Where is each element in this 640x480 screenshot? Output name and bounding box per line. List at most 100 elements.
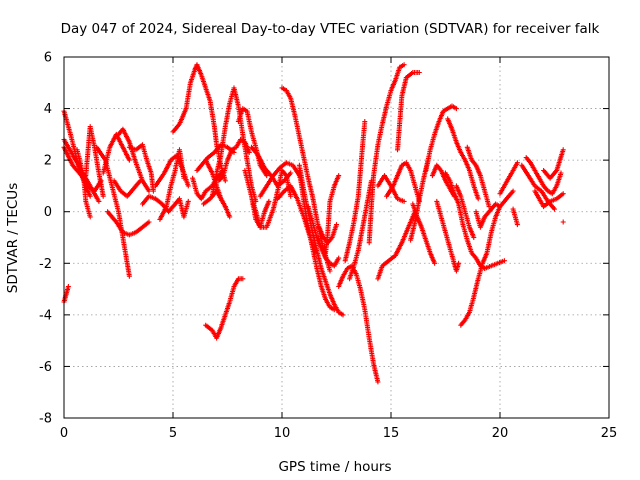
data-point-marks xyxy=(296,168,337,313)
data-point-marks xyxy=(482,258,507,271)
data-point-marks xyxy=(83,124,106,199)
data-point-marks xyxy=(560,219,566,225)
satellite-track xyxy=(434,198,462,274)
x-tick-label: 25 xyxy=(601,426,618,441)
data-point-marks xyxy=(532,188,566,210)
data-point-marks xyxy=(497,160,520,197)
data-point-marks xyxy=(203,276,246,341)
data-point-marks xyxy=(434,198,462,274)
x-tick-label: 5 xyxy=(169,426,177,441)
satellite-track xyxy=(251,168,294,230)
data-point-marks xyxy=(375,173,407,204)
satellite-track xyxy=(523,155,564,197)
y-axis-title: SDTVAR / TECUs xyxy=(5,183,21,293)
data-point-marks xyxy=(473,201,503,230)
satellite-track xyxy=(410,201,438,266)
satellite-track xyxy=(111,178,143,199)
satellite-track xyxy=(453,183,477,240)
y-tick-label: -2 xyxy=(39,257,52,272)
sdtvar-series xyxy=(61,62,566,385)
axis-ticks xyxy=(63,56,610,419)
data-point-marks xyxy=(305,204,342,269)
data-point-marks xyxy=(126,142,156,194)
y-tick-label: -4 xyxy=(39,308,52,323)
satellite-track xyxy=(61,284,71,305)
data-point-marks xyxy=(216,137,252,184)
satellite-track xyxy=(375,173,407,204)
data-point-marks xyxy=(336,263,381,385)
data-point-marks xyxy=(541,147,566,181)
satellite-track xyxy=(482,258,507,271)
data-point-marks xyxy=(209,85,259,204)
data-point-marks xyxy=(366,62,407,246)
y-tick-label: -6 xyxy=(39,360,52,375)
satellite-track xyxy=(423,103,459,173)
y-tick-label: 2 xyxy=(44,154,52,169)
x-tick-label: 0 xyxy=(60,426,68,441)
data-point-marks xyxy=(443,170,488,271)
satellite-track xyxy=(336,263,381,385)
satellite-track xyxy=(83,124,106,199)
data-point-marks xyxy=(157,147,187,222)
y-tick-label: 6 xyxy=(44,51,52,66)
satellite-track xyxy=(395,70,422,153)
grid-lines xyxy=(64,57,609,418)
satellite-track xyxy=(126,142,156,194)
satellite-track xyxy=(216,137,252,184)
data-point-marks xyxy=(510,206,520,228)
data-point-marks xyxy=(464,144,492,210)
satellite-track xyxy=(157,147,187,222)
data-point-marks xyxy=(423,103,459,173)
data-point-marks xyxy=(94,144,132,279)
satellite-track xyxy=(519,162,557,212)
y-tick-label: 4 xyxy=(44,102,52,117)
satellite-track xyxy=(305,204,342,269)
satellite-track xyxy=(74,147,93,220)
satellite-track xyxy=(116,126,152,194)
data-point-marks xyxy=(111,178,143,199)
data-point-marks xyxy=(453,183,477,240)
satellite-track xyxy=(473,201,503,230)
satellite-track xyxy=(458,188,516,328)
data-point-marks xyxy=(342,119,368,264)
data-point-marks xyxy=(74,147,93,220)
satellite-track xyxy=(445,116,481,202)
satellite-track xyxy=(541,147,566,181)
satellite-track xyxy=(532,188,566,210)
x-axis-title: GPS time / hours xyxy=(278,459,391,475)
x-tick-label: 20 xyxy=(492,426,509,441)
satellite-track xyxy=(323,173,342,256)
data-point-marks xyxy=(323,173,342,256)
satellite-track xyxy=(366,62,407,246)
data-point-marks xyxy=(347,178,374,282)
y-tick-labels: -8 -6 -4 -2 0 2 4 6 xyxy=(39,51,52,427)
satellite-track xyxy=(105,209,152,238)
data-point-marks xyxy=(519,162,557,212)
satellite-track xyxy=(375,209,418,282)
data-point-marks xyxy=(395,70,422,153)
satellite-track xyxy=(510,206,520,228)
satellite-track xyxy=(203,276,246,341)
plot-frame xyxy=(63,56,610,419)
data-point-marks xyxy=(410,201,438,266)
satellite-track xyxy=(560,219,566,225)
y-tick-label: -8 xyxy=(39,412,52,427)
satellite-track xyxy=(464,144,492,210)
satellite-track xyxy=(342,119,368,264)
satellite-track xyxy=(140,193,191,220)
data-point-marks xyxy=(445,116,481,202)
x-tick-label: 10 xyxy=(274,426,291,441)
satellite-track xyxy=(443,170,488,271)
data-point-marks xyxy=(140,193,191,220)
chart-title: Day 047 of 2024, Sidereal Day-to-day VTE… xyxy=(61,21,600,37)
data-point-marks xyxy=(251,168,294,230)
y-tick-label: 0 xyxy=(44,205,52,220)
satellite-track xyxy=(296,168,337,313)
satellite-track xyxy=(94,144,132,279)
satellite-track xyxy=(347,178,374,282)
data-point-marks xyxy=(61,284,71,305)
data-point-marks xyxy=(458,188,516,328)
satellite-track xyxy=(209,85,259,204)
data-point-marks xyxy=(105,209,152,238)
